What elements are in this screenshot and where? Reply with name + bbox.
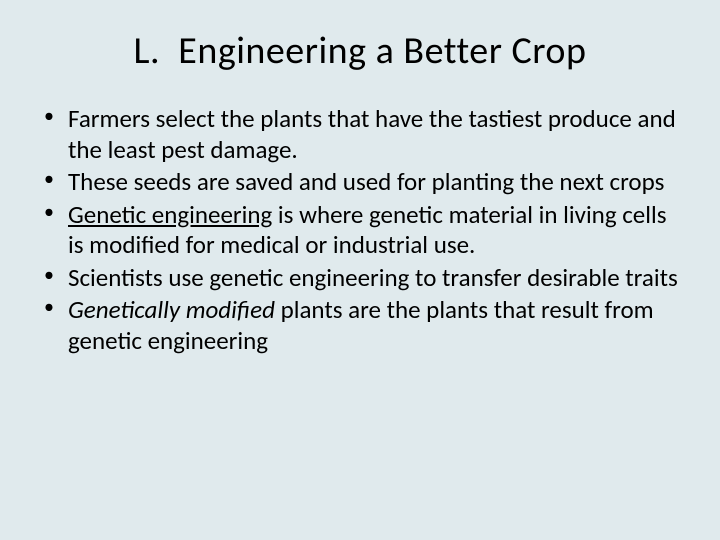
bullet-item: Scientists use genetic engineering to tr… [64, 263, 682, 294]
bullet-item: Farmers select the plants that have the … [64, 104, 682, 165]
bullet-segment: Genetically modified [68, 294, 275, 325]
title-label-prefix: L. [134, 28, 161, 74]
bullet-item: These seeds are saved and used for plant… [64, 167, 682, 198]
slide-title: L. Engineering a Better Crop [38, 28, 682, 74]
bullet-list: Farmers select the plants that have the … [38, 104, 682, 356]
bullet-item: Genetic engineering is where genetic mat… [64, 200, 682, 261]
bullet-segment: These seeds are saved and used for plant… [68, 166, 664, 197]
bullet-segment: Genetic engineering [68, 199, 272, 230]
title-text: Engineering a Better Crop [178, 28, 586, 74]
bullet-segment: Scientists use genetic engineering to tr… [68, 262, 678, 293]
bullet-item: Genetically modified plants are the plan… [64, 295, 682, 356]
bullet-segment: Farmers select the plants that have the … [68, 103, 676, 165]
